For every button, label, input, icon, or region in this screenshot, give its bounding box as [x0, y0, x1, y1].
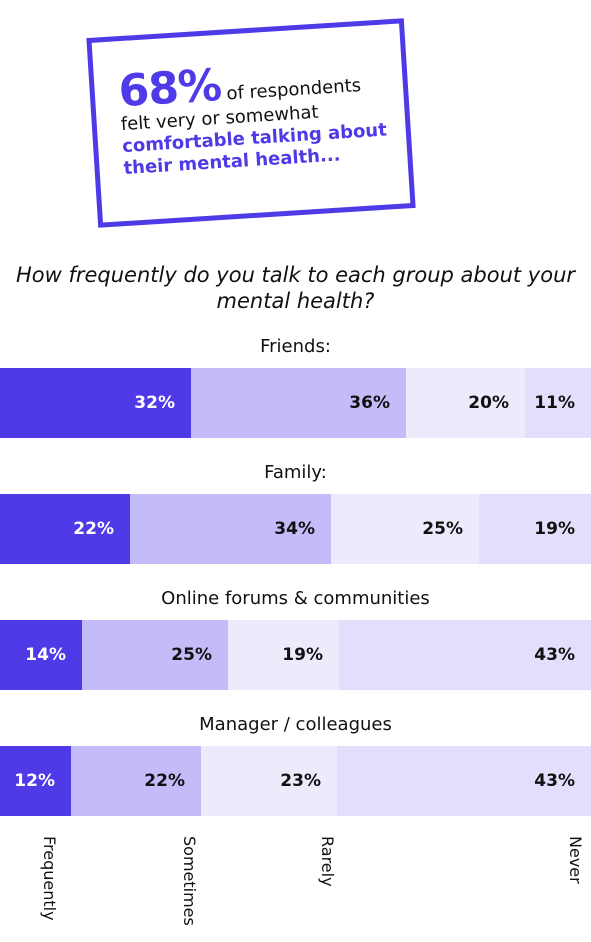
bar-segment-never: 43% [339, 620, 591, 690]
bar-value-label: 43% [534, 771, 575, 791]
bar-value-label: 11% [534, 393, 575, 413]
bar-value-label: 12% [14, 771, 55, 791]
bar-segment-frequently: 12% [0, 746, 71, 816]
group-label: Friends: [260, 336, 331, 357]
bar-value-label: 19% [534, 519, 575, 539]
bar-value-label: 32% [134, 393, 175, 413]
bar-value-label: 25% [422, 519, 463, 539]
group-label: Manager / colleagues [199, 714, 392, 735]
legend-item-never: Never [566, 836, 585, 884]
legend-item-rarely: Rarely [318, 836, 337, 887]
bar-segment-sometimes: 36% [191, 368, 406, 438]
bar-segment-frequently: 32% [0, 368, 191, 438]
bar-segment-sometimes: 22% [71, 746, 201, 816]
legend-item-sometimes: Sometimes [180, 836, 199, 926]
bar-value-label: 20% [468, 393, 509, 413]
bar-segment-frequently: 14% [0, 620, 82, 690]
bar-value-label: 25% [171, 645, 212, 665]
bar-value-label: 22% [144, 771, 185, 791]
bar-segment-frequently: 22% [0, 494, 130, 564]
bar-segment-sometimes: 34% [130, 494, 331, 564]
bar-segment-sometimes: 25% [82, 620, 228, 690]
bar-value-label: 23% [280, 771, 321, 791]
bar-row: 32% 36% 20% 11% [0, 368, 591, 438]
bar-value-label: 34% [274, 519, 315, 539]
bar-segment-rarely: 23% [201, 746, 337, 816]
bar-segment-never: 43% [337, 746, 591, 816]
bar-value-label: 14% [25, 645, 66, 665]
bar-segment-rarely: 19% [228, 620, 339, 690]
legend-item-frequently: Frequently [40, 836, 59, 921]
bar-row: 22% 34% 25% 19% [0, 494, 591, 564]
bar-segment-rarely: 20% [406, 368, 525, 438]
bar-row: 12% 22% 23% 43% [0, 746, 591, 816]
group-label: Online forums & communities [161, 588, 430, 609]
bar-value-label: 19% [282, 645, 323, 665]
bar-segment-rarely: 25% [331, 494, 479, 564]
bar-value-label: 22% [73, 519, 114, 539]
chart-question: How frequently do you talk to each group… [15, 263, 576, 313]
bar-value-label: 43% [534, 645, 575, 665]
bar-segment-never: 19% [479, 494, 591, 564]
bar-segment-never: 11% [525, 368, 591, 438]
group-label: Family: [264, 462, 327, 483]
callout-text: 68% of respondents felt very or somewhat… [117, 60, 414, 180]
stat-callout-box: 68% of respondents felt very or somewhat… [86, 18, 416, 228]
bar-value-label: 36% [349, 393, 390, 413]
bar-row: 14% 25% 19% 43% [0, 620, 591, 690]
